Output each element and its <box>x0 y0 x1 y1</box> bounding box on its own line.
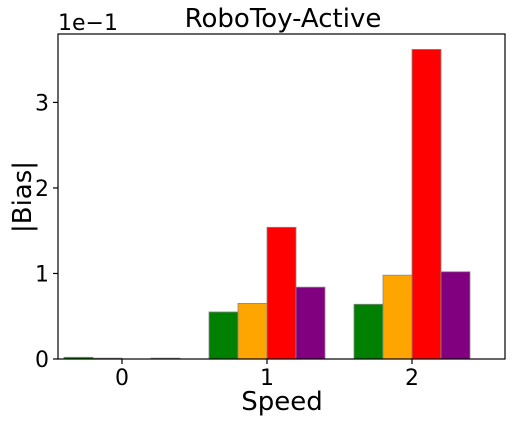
bar-s2-c1 <box>266 226 297 360</box>
bar-s3-c1 <box>295 286 326 360</box>
bars-group <box>63 48 471 360</box>
bar-s0-c2 <box>353 303 384 360</box>
bar-s3-c2 <box>440 271 471 360</box>
x-tick-label-2: 2 <box>405 366 419 391</box>
y-tick-label-2: 2 <box>35 177 49 202</box>
x-tick-label-1: 1 <box>260 366 274 391</box>
y-axis: 0 1 2 3 <box>35 91 58 373</box>
bar-s0-c1 <box>208 311 239 360</box>
bar-s1-c2 <box>382 274 413 360</box>
y-tick-label-3: 3 <box>35 91 49 116</box>
x-axis: 0 1 2 <box>115 359 419 391</box>
chart-title: RoboToy-Active <box>185 4 382 34</box>
bar-s2-c2 <box>411 48 442 360</box>
bar-s1-c1 <box>237 303 268 360</box>
plot-frame <box>57 33 506 360</box>
y-tick-label-1: 1 <box>35 262 49 287</box>
x-tick-label-0: 0 <box>115 366 129 391</box>
y-multiplier-label: 1e−1 <box>58 11 118 36</box>
y-tick-label-0: 0 <box>35 348 49 373</box>
y-axis-label: |Bias| <box>8 161 38 233</box>
x-axis-label: Speed <box>241 387 323 417</box>
